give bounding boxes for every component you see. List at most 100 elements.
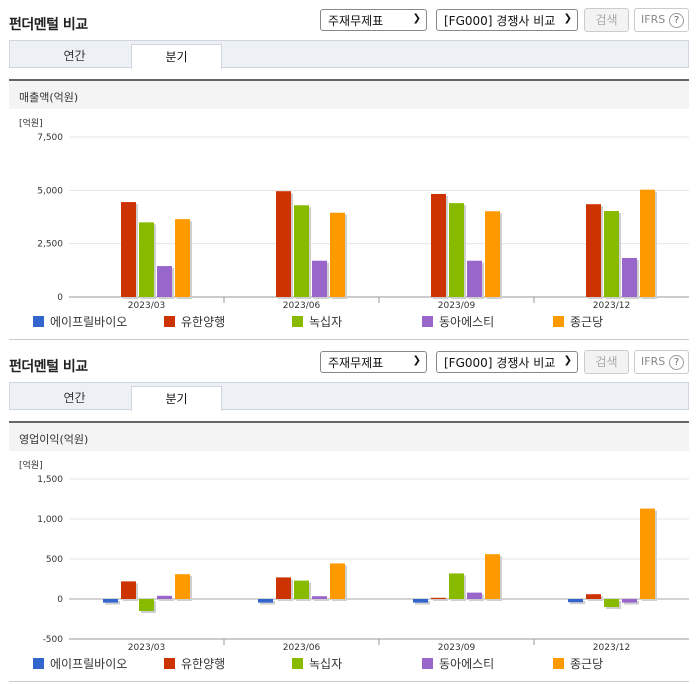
statement-select[interactable]: 주재무제표 ❯ <box>320 9 427 31</box>
legend-swatch <box>422 658 433 669</box>
tab-annual[interactable]: 연간 <box>63 49 86 63</box>
bar <box>103 599 118 603</box>
y-tick-label: 0 <box>57 293 63 303</box>
legend-item[interactable]: 동아에스티 <box>422 655 494 672</box>
chart-legend: 에이프릴바이오 유한양행 녹십자 동아에스티 종근당 <box>9 310 689 330</box>
bar <box>586 594 601 599</box>
period-tabs: 연간 분기 <box>9 40 689 69</box>
legend-label: 동아에스티 <box>439 657 495 671</box>
bar <box>276 191 291 297</box>
bar <box>121 581 136 599</box>
legend-item[interactable]: 녹십자 <box>292 313 342 330</box>
x-tick-label: 2023/12 <box>593 643 630 651</box>
bar <box>431 193 446 297</box>
legend-item[interactable]: 종근당 <box>553 313 603 330</box>
legend-item[interactable]: 에이프릴바이오 <box>33 655 127 672</box>
metric-title: 매출액(억원) <box>19 91 79 104</box>
ifrs-help-button[interactable]: IFRS ? <box>634 8 689 32</box>
tab-annual[interactable]: 연간 <box>63 391 86 405</box>
revenue-section: 펀더멘털 비교 주재무제표 ❯ [FG000] 경쟁사 비교 ❯ 검색 IFRS… <box>9 8 689 340</box>
bar-shadow <box>260 601 275 605</box>
bar <box>449 203 464 297</box>
legend-item[interactable]: 동아에스티 <box>422 313 494 330</box>
legend-item[interactable]: 녹십자 <box>292 655 342 672</box>
x-tick-label: 2023/09 <box>438 301 476 309</box>
legend-item[interactable]: 유한양행 <box>164 313 225 330</box>
operating-profit-section: 펀더멘털 비교 주재무제표 ❯ [FG000] 경쟁사 비교 ❯ 검색 IFRS… <box>0 342 696 684</box>
bar <box>175 219 190 297</box>
bar <box>312 596 327 599</box>
bar <box>157 595 172 599</box>
y-tick-label: -500 <box>43 635 64 645</box>
ifrs-label: IFRS <box>641 355 666 368</box>
legend-swatch <box>292 658 303 669</box>
bar <box>121 202 136 297</box>
statement-select[interactable]: 주재무제표 ❯ <box>320 351 427 373</box>
x-tick-label: 2023/03 <box>128 643 165 651</box>
x-tick-label: 2023/06 <box>283 301 321 309</box>
legend-swatch <box>553 316 564 327</box>
unit-label: [억원] <box>19 459 43 471</box>
legend-label: 녹십자 <box>309 315 343 329</box>
y-tick-label: 1,500 <box>37 475 63 485</box>
section-header: 펀더멘털 비교 주재무제표 ❯ [FG000] 경쟁사 비교 ❯ 검색 IFRS… <box>0 342 696 382</box>
legend-item[interactable]: 유한양행 <box>164 655 225 672</box>
legend-swatch <box>553 658 564 669</box>
bar <box>330 563 345 599</box>
period-tabs: 연간 분기 <box>9 382 689 411</box>
y-tick-label: 0 <box>57 595 63 605</box>
legend-swatch <box>164 658 175 669</box>
bar <box>622 257 637 297</box>
bar <box>467 260 482 297</box>
ifrs-help-button[interactable]: IFRS ? <box>634 350 689 374</box>
help-icon: ? <box>669 355 684 370</box>
bar <box>568 599 583 603</box>
legend-swatch <box>33 658 44 669</box>
x-tick-label: 2023/03 <box>128 301 165 309</box>
compare-select-value: [FG000] 경쟁사 비교 <box>444 14 556 28</box>
tab-quarterly[interactable]: 분기 <box>131 44 222 69</box>
search-button[interactable]: 검색 <box>584 350 629 374</box>
bar <box>276 577 291 599</box>
chart-svg: [억원] -500 0 500 1,000 1,500 2023/03 2023/06 2023… <box>19 459 689 651</box>
compare-select[interactable]: [FG000] 경쟁사 비교 ❯ <box>436 351 578 373</box>
legend-swatch <box>164 316 175 327</box>
compare-select[interactable]: [FG000] 경쟁사 비교 ❯ <box>436 9 578 31</box>
chart-legend: 에이프릴바이오 유한양행 녹십자 동아에스티 종근당 <box>9 652 689 672</box>
bar-shadow <box>570 601 585 605</box>
y-tick-label: 500 <box>46 555 63 565</box>
bar <box>139 599 154 611</box>
metric-header: 영업이익(억원) <box>9 421 689 451</box>
help-icon: ? <box>669 13 684 28</box>
legend-label: 녹십자 <box>309 657 343 671</box>
bar <box>467 592 482 599</box>
legend-swatch <box>422 316 433 327</box>
bar-shadow <box>159 597 174 601</box>
legend-item[interactable]: 종근당 <box>553 655 603 672</box>
chevron-down-icon: ❯ <box>563 13 572 24</box>
search-button[interactable]: 검색 <box>584 8 629 32</box>
legend-item[interactable]: 에이프릴바이오 <box>33 313 127 330</box>
ifrs-label: IFRS <box>641 13 666 26</box>
bar <box>485 554 500 599</box>
bar-shadow <box>433 599 448 601</box>
tab-quarterly[interactable]: 분기 <box>131 386 222 411</box>
section-title: 펀더멘털 비교 <box>9 17 88 33</box>
bar-shadow <box>105 601 120 605</box>
unit-label: [억원] <box>19 117 43 129</box>
statement-select-value: 주재무제표 <box>328 356 384 370</box>
section-title: 펀더멘털 비교 <box>9 359 88 375</box>
bar <box>604 599 619 607</box>
legend-label: 종근당 <box>570 657 604 671</box>
statement-select-value: 주재무제표 <box>328 14 384 28</box>
legend-label: 유한양행 <box>181 315 226 329</box>
bar <box>312 260 327 297</box>
y-tick-label: 1,000 <box>37 515 63 525</box>
bar <box>485 211 500 297</box>
bar <box>586 204 601 297</box>
x-tick-label: 2023/06 <box>283 643 321 651</box>
bar <box>175 574 190 599</box>
legend-label: 종근당 <box>570 315 604 329</box>
bar <box>413 599 428 603</box>
bar <box>294 205 309 297</box>
